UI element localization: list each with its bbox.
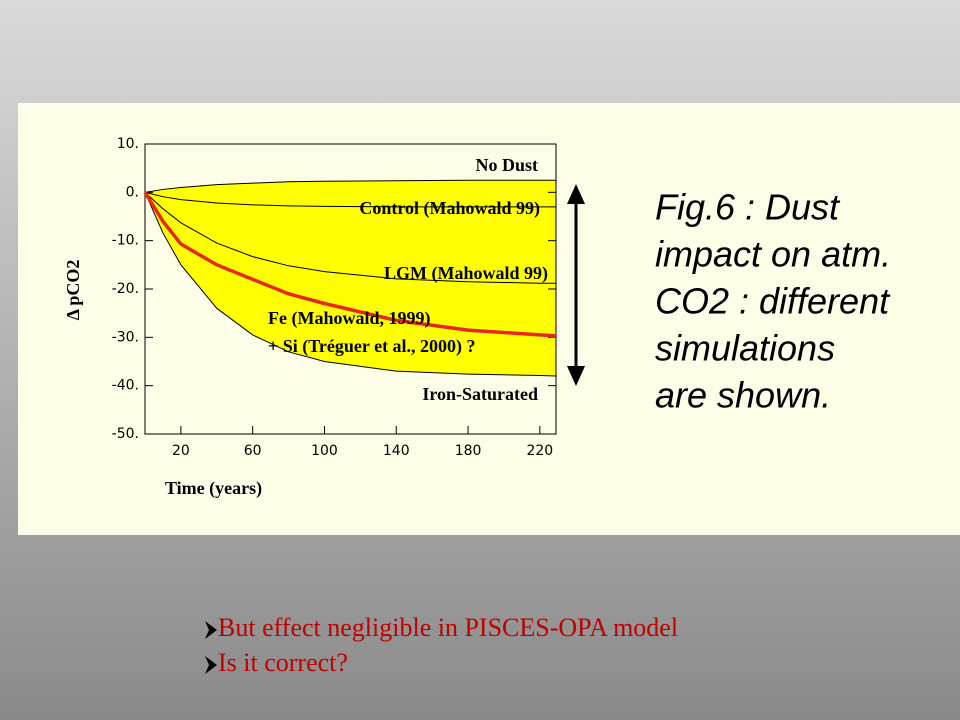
bullet-marker (205, 656, 217, 674)
y-tick-label: -10. (112, 233, 139, 249)
x-tick-label: 220 (526, 443, 553, 459)
bullet-text: Is it correct? (218, 648, 348, 677)
y-tick-label: -40. (112, 378, 139, 394)
bullet-text: But effect negligible in PISCES-OPA mode… (218, 613, 678, 642)
caption-line: CO2 : different (655, 281, 891, 322)
plot: 10. 0. -10. -20. -30. -40. -50. 20 60 100 140 180 22… (112, 136, 557, 459)
series-label: Fe (Mahowald, 1999) (268, 308, 430, 329)
series-label: No Dust (475, 155, 538, 175)
series-line (144, 192, 557, 377)
caption-line: are shown. (655, 375, 831, 416)
x-tick-label: 60 (244, 443, 262, 459)
bullet-marker (205, 621, 217, 639)
series-label: Control (Mahowald 99) (359, 198, 540, 219)
caption-line: impact on atm. (655, 234, 891, 275)
y-tick-label: 10. (117, 136, 139, 152)
x-tick-label: 140 (383, 443, 410, 459)
series-line (144, 191, 556, 284)
y-tick-label: 0. (126, 184, 139, 200)
series-line (144, 191, 556, 208)
caption: Fig.6 : Dust impact on atm. CO2 : differen… (655, 187, 891, 416)
bullets: But effect negligible in PISCES-OPA mode… (205, 613, 678, 677)
annotation: + Si (Tréguer et al., 2000) ? (268, 336, 476, 357)
caption-line: Fig.6 : Dust (655, 187, 841, 228)
series-line (144, 179, 556, 193)
x-tick-label: 180 (455, 443, 482, 459)
x-tick-label: 20 (172, 443, 190, 459)
y-tick-label: -20. (112, 281, 139, 297)
y-tick-label: -50. (112, 426, 139, 442)
y-tick-label: -30. (112, 329, 139, 345)
x-axis-label: Time (years) (165, 478, 262, 499)
double-arrow (567, 184, 585, 386)
series-line (143, 191, 557, 338)
x-tick-label: 100 (311, 443, 338, 459)
series-label: Iron-Saturated (422, 384, 538, 404)
series-label: LGM (Mahowald 99) (384, 263, 548, 284)
caption-line: simulations (655, 328, 835, 369)
y-axis-label: Δ pCO2 (63, 260, 83, 321)
